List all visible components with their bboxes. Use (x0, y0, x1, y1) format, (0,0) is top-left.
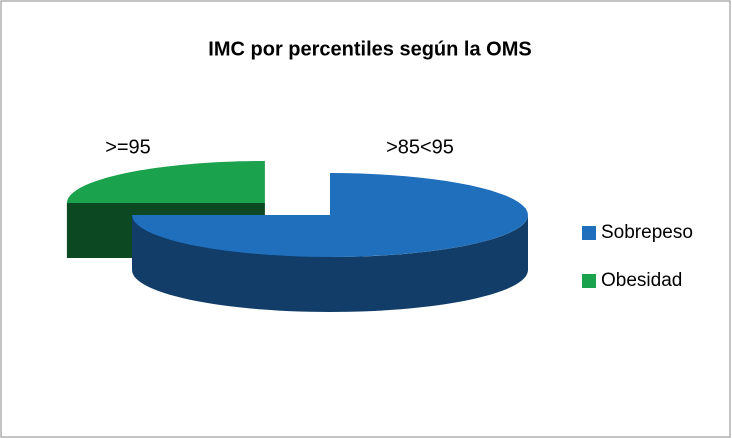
legend-label: Obesidad (601, 270, 682, 291)
chart-title: IMC por percentiles según la OMS (208, 38, 531, 60)
legend-swatch (582, 226, 596, 240)
slice (66, 161, 265, 203)
data-label: >85<95 (386, 136, 454, 158)
slice (132, 173, 528, 257)
slice-side (132, 215, 528, 312)
data-label: >=95 (105, 136, 151, 158)
legend-swatch (582, 274, 596, 288)
legend-label: Sobrepeso (601, 222, 693, 243)
